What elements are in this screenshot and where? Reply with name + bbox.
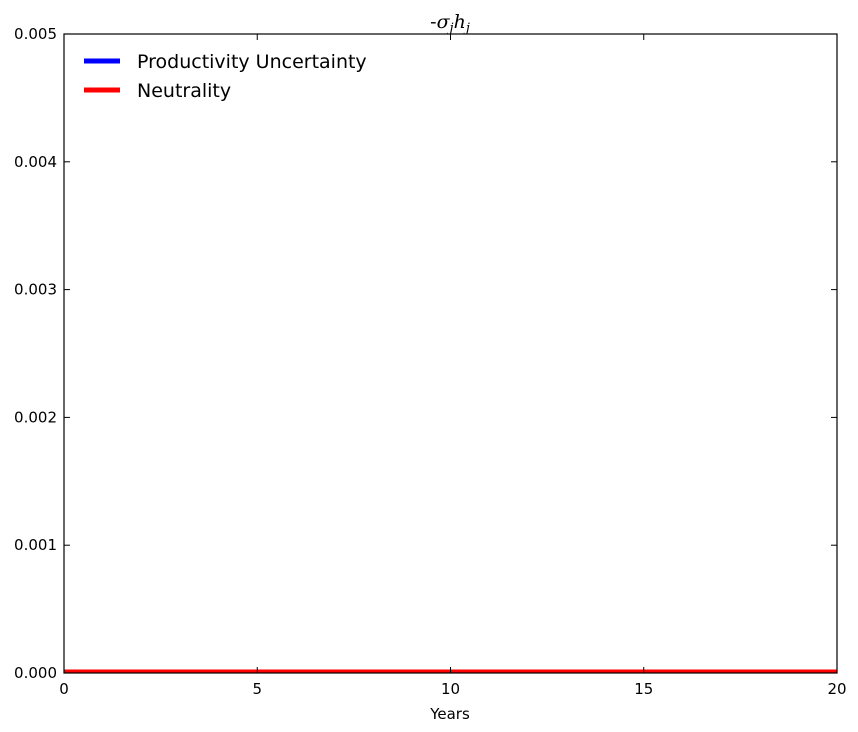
- axes-frame: [63, 33, 838, 674]
- y-tick-label: 0.001: [14, 536, 57, 554]
- title-prefix: -: [430, 11, 436, 33]
- ticks-layer: 0 5 10 15 20 0.000 0.001 0.002 0.003 0.004 0.005: [14, 25, 847, 698]
- x-tick-label: 0: [59, 680, 69, 698]
- y-tick-label: 0.002: [14, 408, 57, 426]
- x-tick-label: 5: [252, 680, 262, 698]
- legend-label-1: Productivity Uncertainty: [137, 51, 367, 73]
- x-axis-label: Years: [429, 705, 470, 723]
- legend: Productivity Uncertainty Neutrality: [84, 51, 367, 102]
- x-tick-label: 20: [827, 680, 846, 698]
- chart-title: -σjhj: [430, 11, 470, 36]
- y-tick-label: 0.003: [14, 281, 57, 299]
- title-sigma: σ: [437, 11, 451, 33]
- y-tick-label: 0.005: [14, 25, 57, 43]
- title-h: h: [454, 11, 466, 33]
- title-h-sub: j: [463, 21, 470, 36]
- y-tick-label: 0.004: [14, 153, 57, 171]
- y-tick-label: 0.000: [14, 664, 57, 682]
- title-sigma-sub: j: [447, 21, 454, 36]
- x-tick-label: 15: [634, 680, 653, 698]
- x-tick-label: 10: [441, 680, 460, 698]
- legend-label-2: Neutrality: [137, 80, 231, 102]
